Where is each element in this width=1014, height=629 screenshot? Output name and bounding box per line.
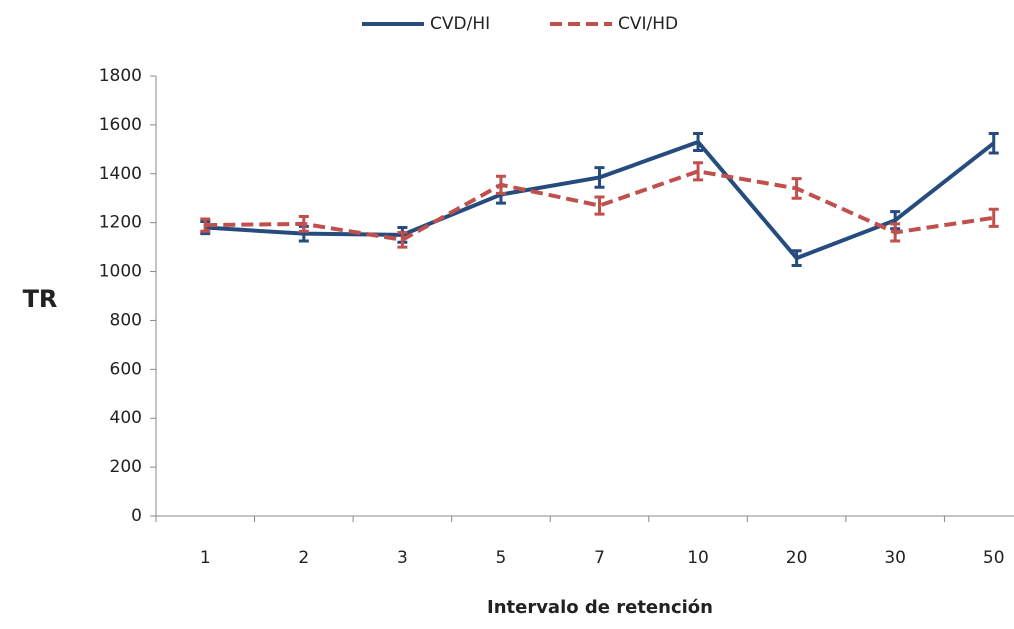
- error-bar: [988, 207, 999, 228]
- x-tick-label: 50: [983, 548, 1005, 568]
- error-bar: [594, 195, 605, 216]
- legend-label: CVI/HD: [618, 14, 678, 34]
- error-bar: [988, 131, 999, 155]
- y-tick-label: 600: [110, 359, 142, 379]
- error-bar: [693, 161, 704, 182]
- x-tick-label: 30: [884, 548, 906, 568]
- y-axis-label: TR: [23, 285, 58, 313]
- y-tick-label: 400: [110, 408, 142, 428]
- y-tick-label: 1000: [99, 262, 142, 282]
- x-tick-label: 10: [687, 548, 709, 568]
- y-tick-label: 1400: [99, 164, 142, 184]
- error-bar: [495, 174, 506, 195]
- error-bar: [693, 131, 704, 153]
- error-bar: [890, 222, 901, 243]
- y-tick-label: 200: [110, 457, 142, 477]
- x-tick-label: 7: [594, 548, 605, 568]
- error-bar: [594, 166, 605, 189]
- error-bar: [791, 177, 802, 200]
- x-tick-label: 3: [397, 548, 408, 568]
- x-axis-label: Intervalo de retención: [487, 597, 713, 618]
- x-tick-label: 1: [200, 548, 211, 568]
- legend-label: CVD/HI: [430, 14, 490, 34]
- y-tick-label: 1200: [99, 213, 142, 233]
- error-bar: [298, 215, 309, 233]
- error-bar: [791, 249, 802, 267]
- error-bar: [200, 217, 211, 233]
- series-line: [205, 169, 995, 242]
- x-tick-label: 2: [298, 548, 309, 568]
- y-tick-label: 800: [110, 310, 142, 330]
- x-tick-label: 20: [786, 548, 808, 568]
- y-tick-label: 1600: [99, 115, 142, 135]
- error-bar: [397, 230, 408, 249]
- y-tick-label: 1800: [99, 66, 142, 86]
- x-tick-label: 5: [496, 548, 507, 568]
- y-tick-label: 0: [131, 506, 142, 526]
